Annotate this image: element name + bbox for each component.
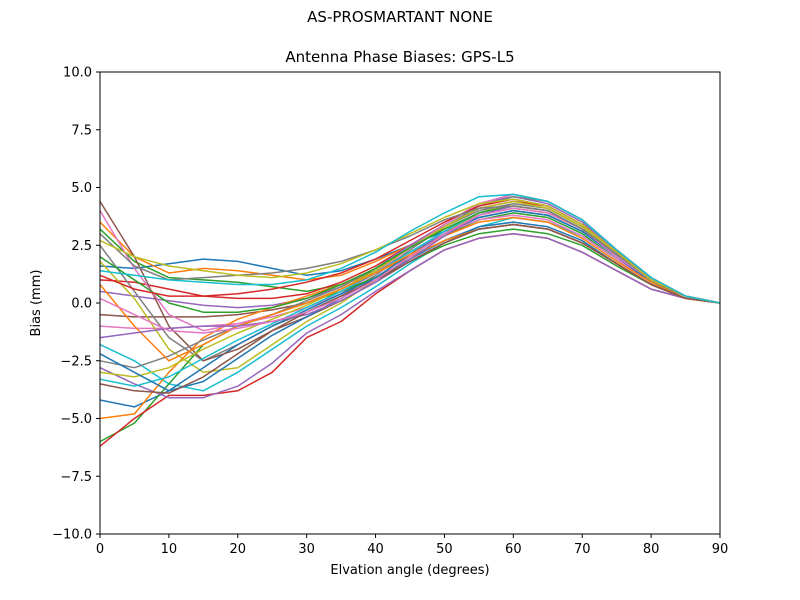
y-tick-label: 5.0 xyxy=(71,181,92,196)
series-line-26 xyxy=(99,223,721,394)
y-tick-label: −7.5 xyxy=(60,470,92,485)
series-lines xyxy=(99,193,721,447)
x-axis-label: Elvation angle (degrees) xyxy=(330,563,489,578)
series-line-2 xyxy=(99,207,721,304)
x-tick-label: 40 xyxy=(367,542,384,557)
x-tick-label: 90 xyxy=(712,542,729,557)
y-tick-label: 7.5 xyxy=(71,123,92,138)
x-tick-label: 0 xyxy=(96,542,104,557)
series-line-28 xyxy=(99,205,721,304)
series-line-24 xyxy=(99,198,721,304)
x-tick-label: 10 xyxy=(161,542,178,557)
y-axis-ticks: −10.0 −7.5 −5.0 −2.5 0.0 2.5 5.0 7.5 10.0 xyxy=(52,66,100,543)
figure-suptitle: AS-PROSMARTANT NONE xyxy=(307,8,493,26)
x-tick-label: 30 xyxy=(298,542,315,557)
x-tick-label: 80 xyxy=(643,542,660,557)
x-tick-label: 20 xyxy=(230,542,247,557)
axes-frame xyxy=(99,71,721,535)
x-tick-label: 50 xyxy=(436,542,453,557)
chart-title: Antenna Phase Biases: GPS-L5 xyxy=(285,48,515,66)
y-tick-label: 0.0 xyxy=(71,297,92,312)
x-tick-label: 70 xyxy=(574,542,591,557)
series-line-18 xyxy=(99,202,721,369)
series-line-30 xyxy=(99,193,721,304)
x-axis-ticks: 0 10 20 30 40 50 60 70 80 90 xyxy=(96,534,728,557)
y-tick-label: −10.0 xyxy=(52,528,92,543)
y-axis-label: Bias (mm) xyxy=(29,270,44,337)
series-line-27 xyxy=(99,207,721,334)
series-line-15 xyxy=(99,232,721,399)
y-tick-label: 2.5 xyxy=(71,239,92,254)
series-line-22 xyxy=(99,216,721,362)
y-tick-label: −2.5 xyxy=(60,354,92,369)
y-tick-label: 10.0 xyxy=(63,66,92,81)
series-line-29 xyxy=(99,198,721,304)
x-tick-label: 60 xyxy=(505,542,522,557)
y-tick-label: −5.0 xyxy=(60,412,92,427)
series-line-6 xyxy=(99,193,721,318)
